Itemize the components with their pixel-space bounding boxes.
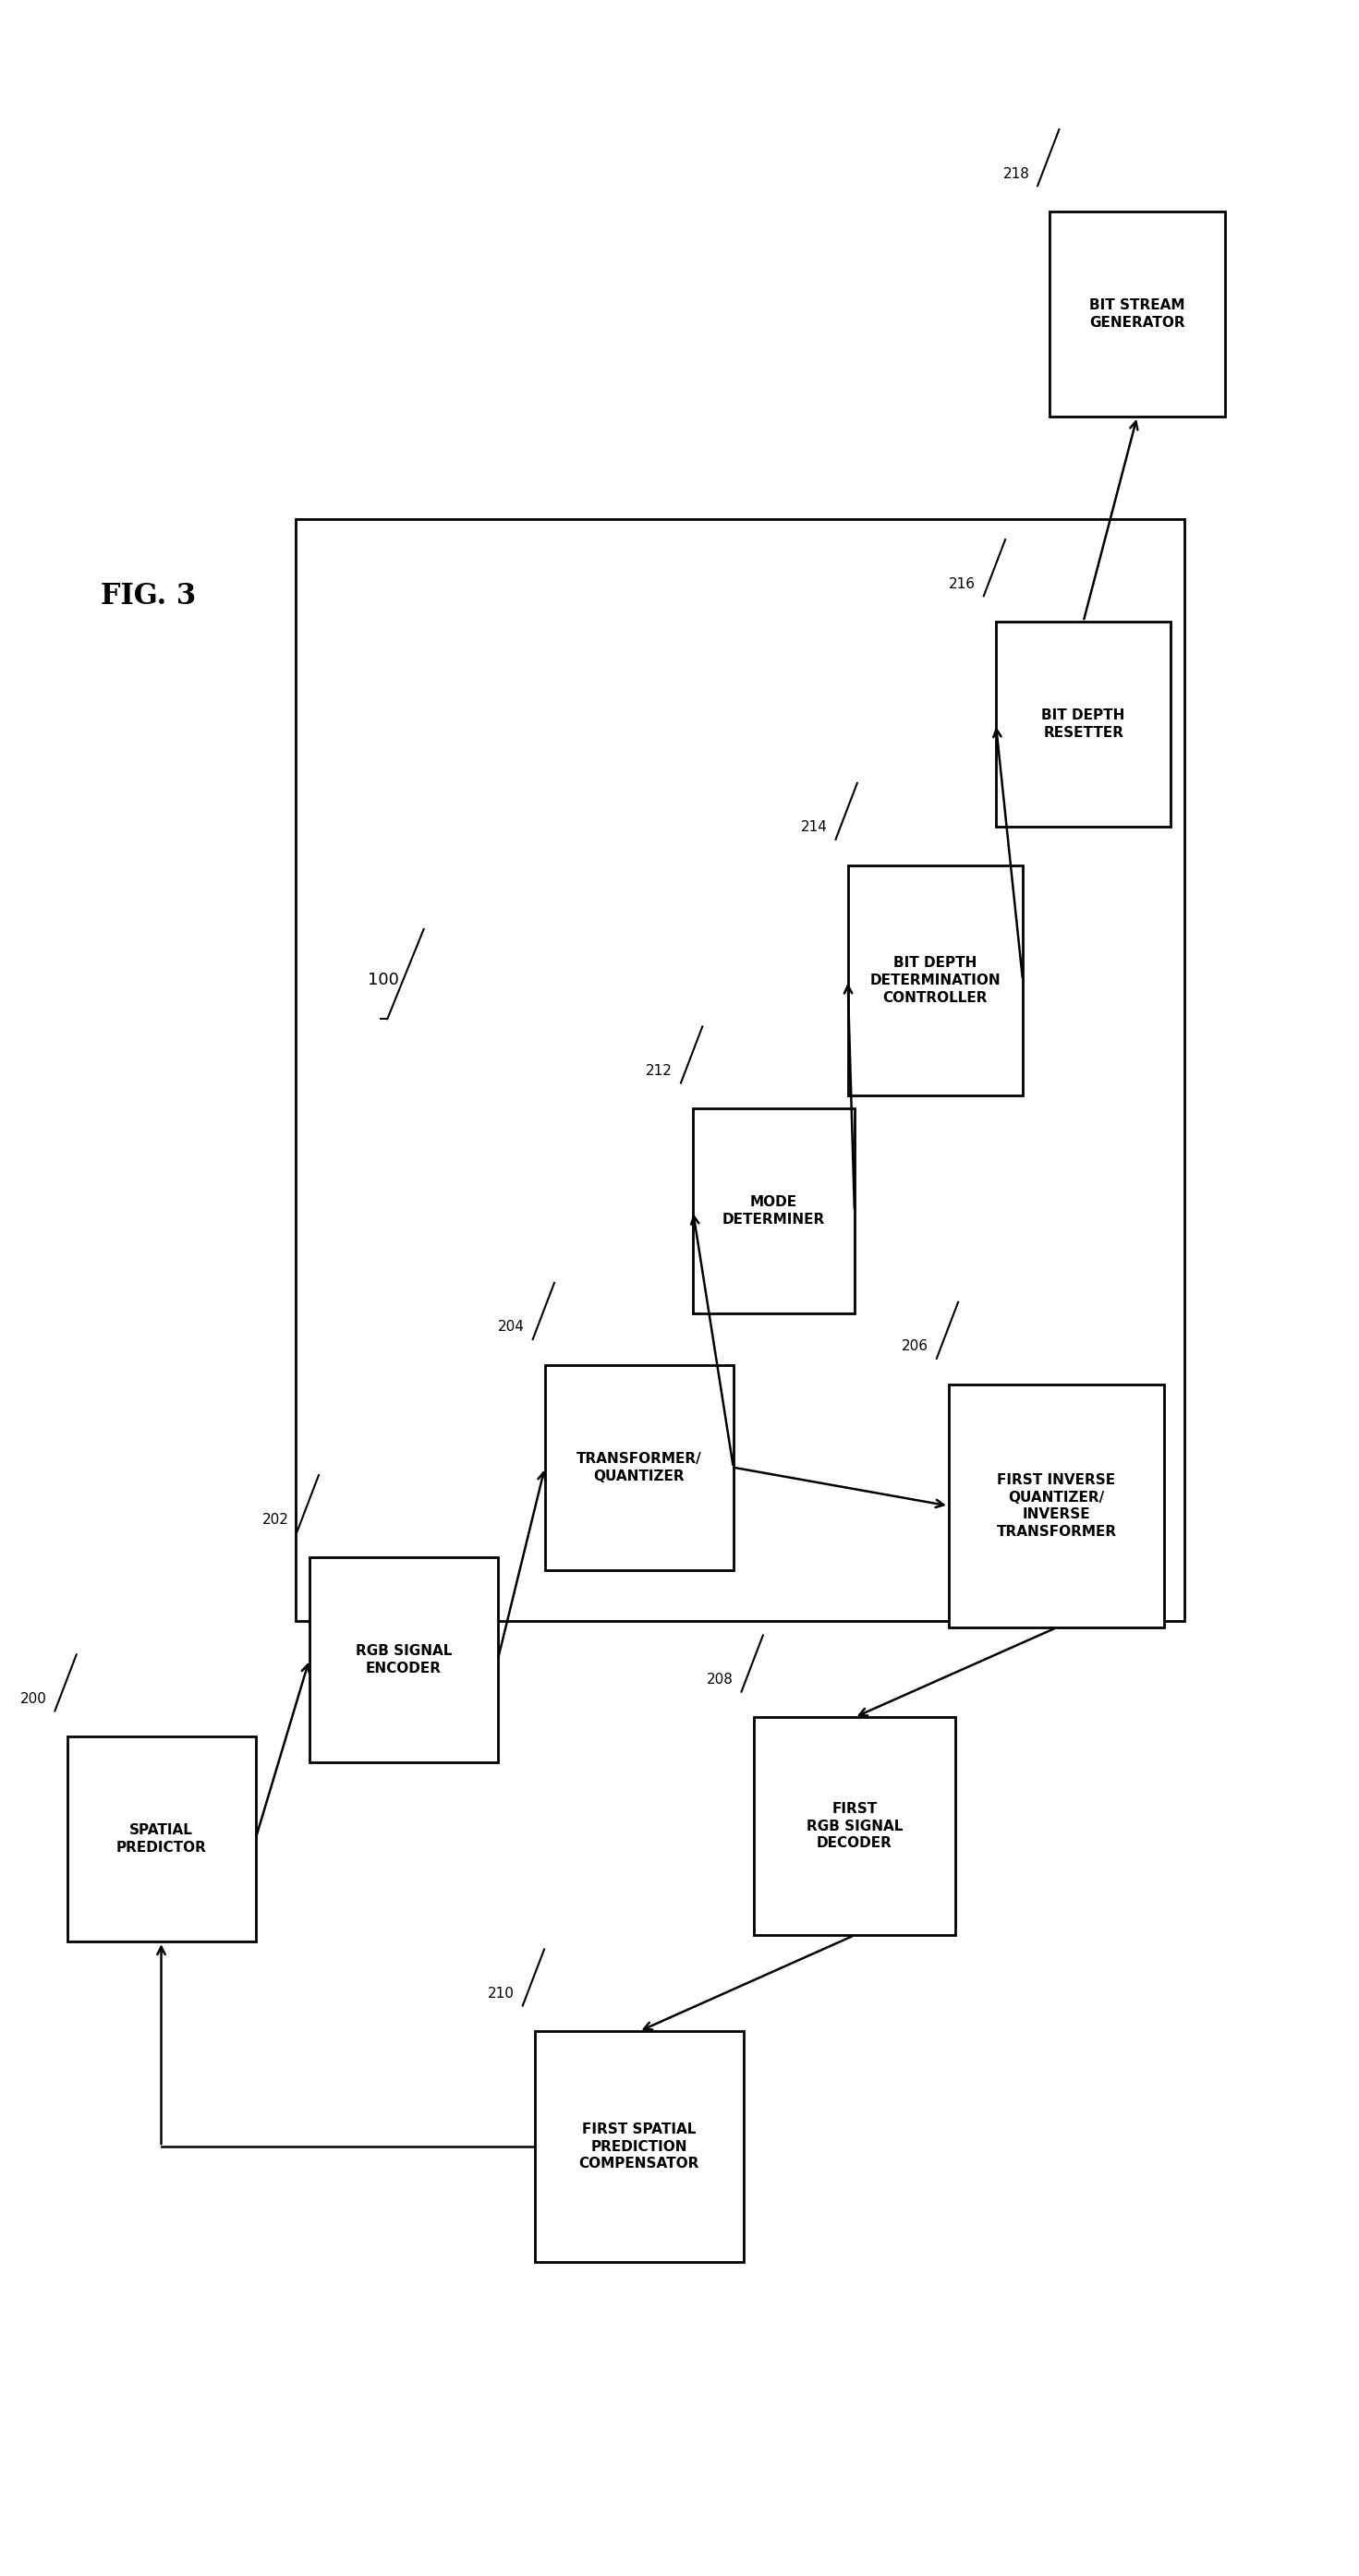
Text: FIRST SPATIAL
PREDICTION
COMPENSATOR: FIRST SPATIAL PREDICTION COMPENSATOR: [579, 2123, 700, 2172]
Bar: [310, 1556, 497, 1762]
Text: BIT DEPTH
RESETTER: BIT DEPTH RESETTER: [1041, 708, 1125, 739]
Text: 206: 206: [902, 1340, 928, 1352]
Text: 202: 202: [262, 1512, 289, 1528]
Text: SPATIAL
PREDICTOR: SPATIAL PREDICTOR: [116, 1824, 207, 1855]
Bar: [848, 866, 1023, 1095]
Text: 212: 212: [646, 1064, 673, 1077]
Bar: [67, 1736, 255, 1942]
Text: 200: 200: [20, 1692, 46, 1705]
Bar: [1049, 211, 1224, 417]
Text: 218: 218: [1003, 167, 1030, 180]
Text: TRANSFORMER/
QUANTIZER: TRANSFORMER/ QUANTIZER: [576, 1453, 701, 1484]
Text: MODE
DETERMINER: MODE DETERMINER: [723, 1195, 825, 1226]
Bar: [693, 1108, 855, 1314]
Text: RGB SIGNAL
ENCODER: RGB SIGNAL ENCODER: [355, 1643, 451, 1674]
Bar: [545, 1365, 734, 1569]
Text: FIG. 3: FIG. 3: [101, 582, 196, 611]
Text: BIT DEPTH
DETERMINATION
CONTROLLER: BIT DEPTH DETERMINATION CONTROLLER: [870, 956, 1000, 1005]
Text: FIRST INVERSE
QUANTIZER/
INVERSE
TRANSFORMER: FIRST INVERSE QUANTIZER/ INVERSE TRANSFO…: [996, 1473, 1117, 1538]
Text: 216: 216: [949, 577, 976, 590]
Text: 214: 214: [800, 822, 828, 835]
Bar: [949, 1383, 1165, 1628]
Text: 204: 204: [497, 1321, 525, 1334]
Bar: [296, 518, 1184, 1620]
Text: FIRST
RGB SIGNAL
DECODER: FIRST RGB SIGNAL DECODER: [806, 1803, 902, 1850]
Text: BIT STREAM
GENERATOR: BIT STREAM GENERATOR: [1090, 299, 1185, 330]
Text: 208: 208: [707, 1672, 734, 1687]
Text: 100: 100: [368, 971, 400, 989]
Text: 210: 210: [488, 1986, 515, 2002]
Bar: [996, 621, 1171, 827]
Bar: [535, 2032, 743, 2262]
Bar: [753, 1718, 955, 1935]
